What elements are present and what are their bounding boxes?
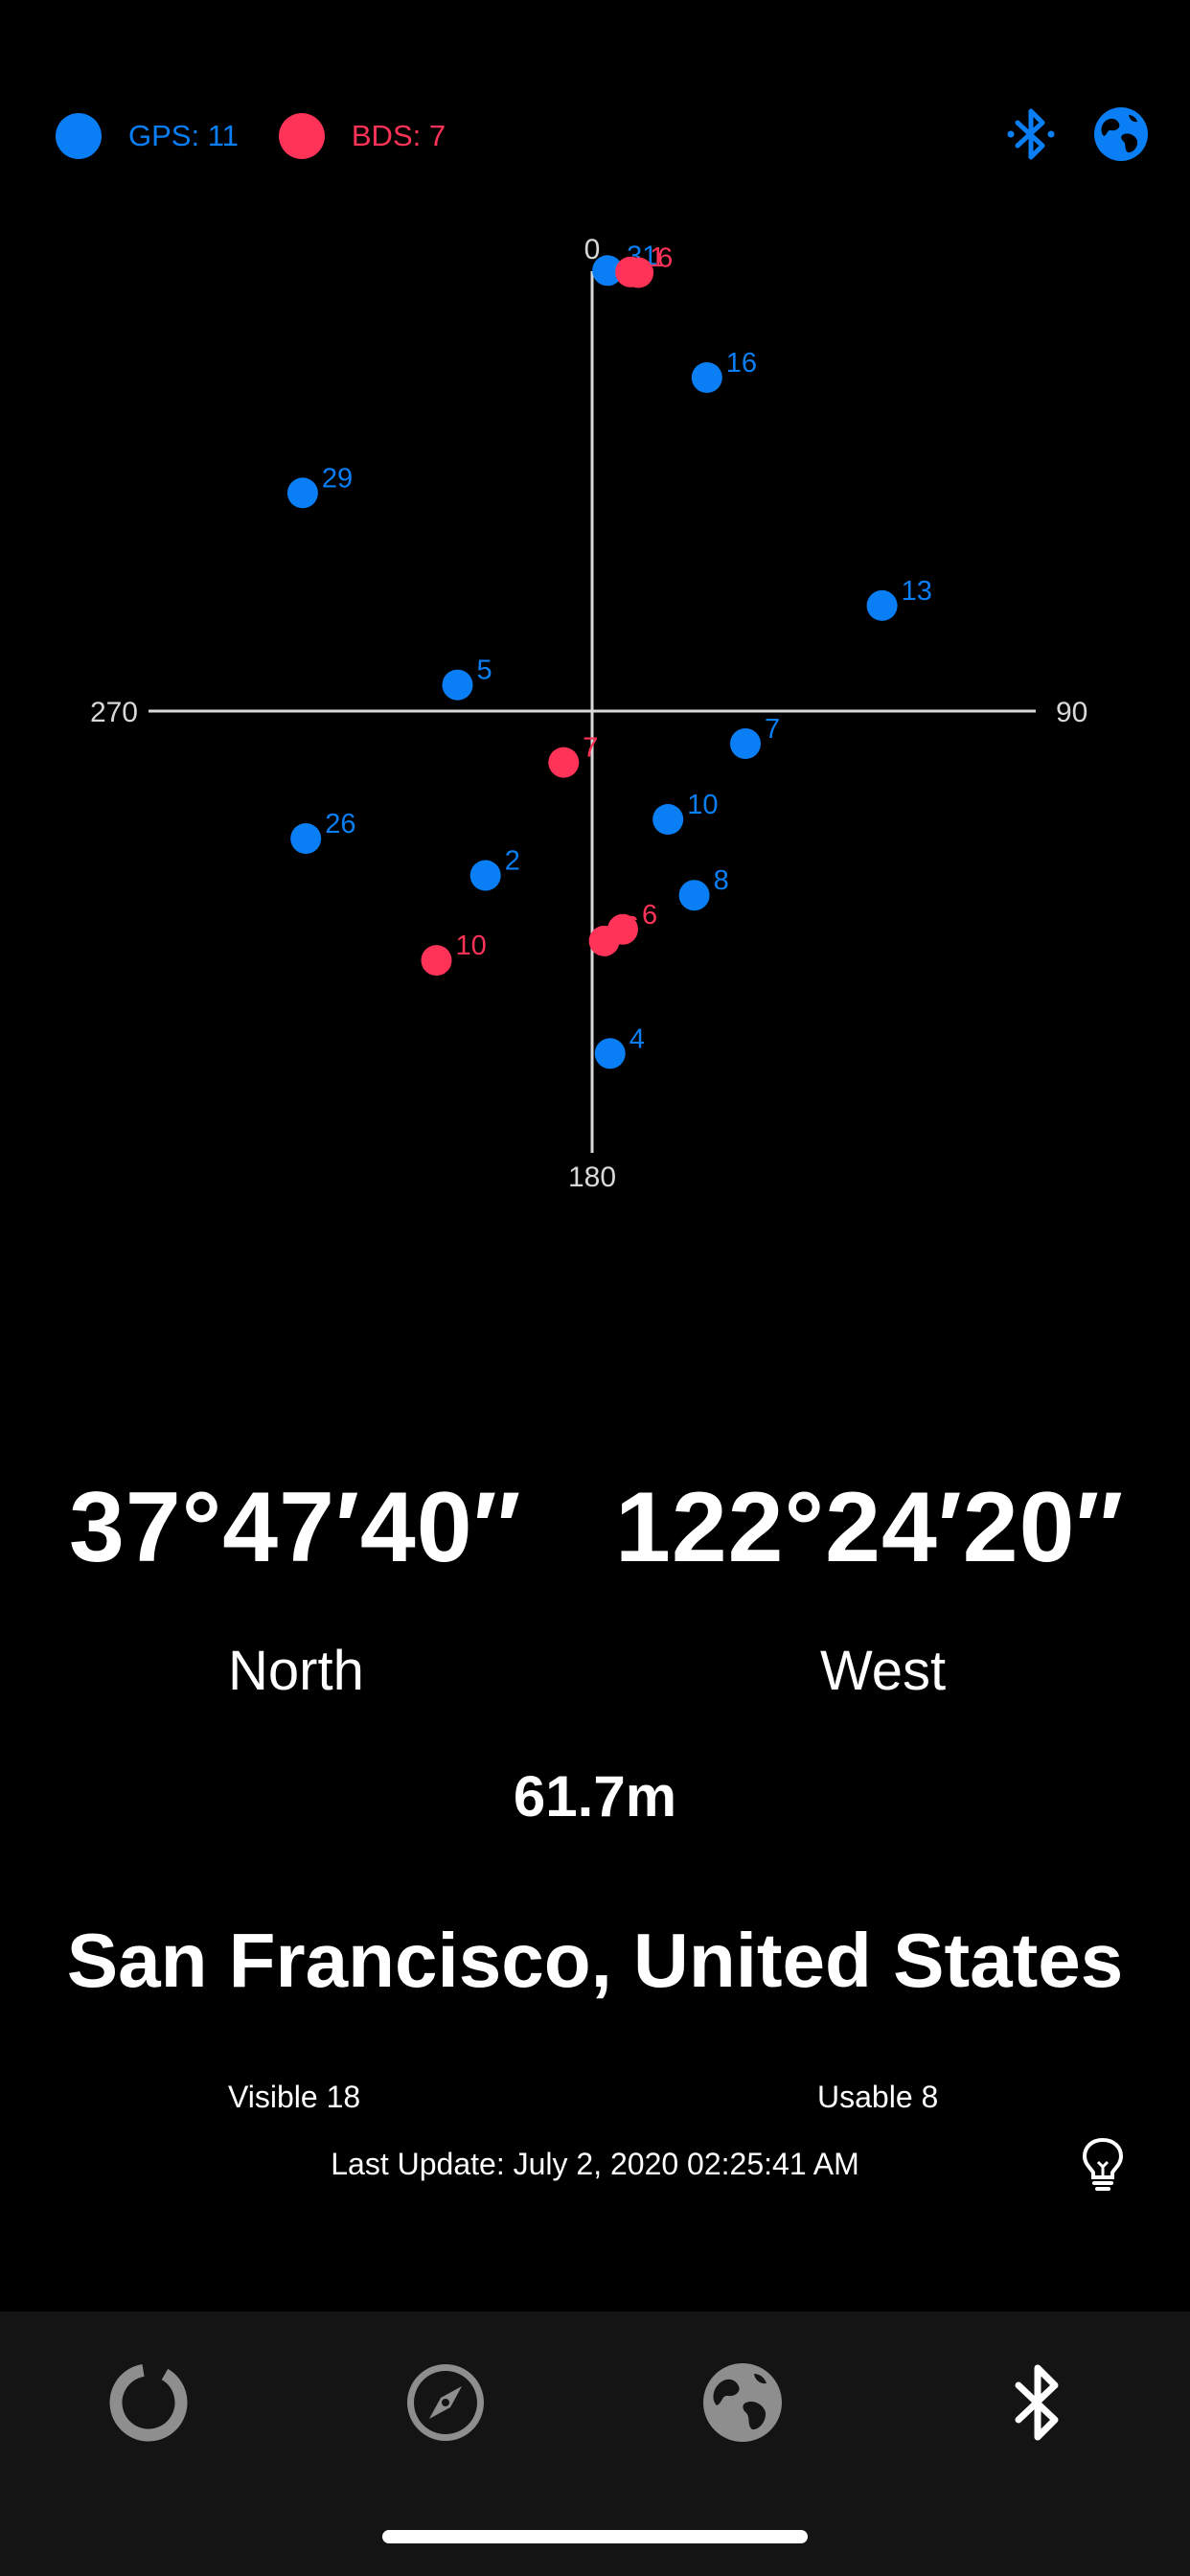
tab-compass[interactable] bbox=[393, 2350, 498, 2455]
gps-dot-icon bbox=[56, 113, 102, 159]
satellite-dot-gps-7 bbox=[730, 728, 761, 759]
satellite-dot-gps-26 bbox=[290, 823, 322, 854]
satellite-label-bds-6: 6 bbox=[642, 900, 657, 931]
satellite-dot-bds-10 bbox=[421, 945, 452, 977]
globe-button[interactable] bbox=[1090, 104, 1152, 165]
satellite-dot-gps-13 bbox=[866, 589, 898, 621]
globe-icon bbox=[703, 2363, 782, 2442]
satellite-dot-gps-31 bbox=[592, 255, 624, 287]
satellite-dot-gps-2 bbox=[469, 860, 501, 891]
header-actions bbox=[972, 104, 1152, 165]
satellite-label-gps-2: 2 bbox=[505, 846, 520, 877]
last-update: Last Update: July 2, 2020 02:25:41 AM bbox=[331, 2147, 859, 2181]
bluetooth-icon bbox=[1007, 108, 1055, 160]
longitude-value: 122°24′20″ bbox=[615, 1472, 1125, 1583]
satellite-label-bds-7: 7 bbox=[583, 733, 598, 764]
bds-count-label: BDS: 7 bbox=[351, 119, 446, 152]
satellite-dot-gps-4 bbox=[594, 1038, 626, 1070]
place-name: San Francisco, United States bbox=[66, 1918, 1124, 2003]
latitude-value: 37°47′40″ bbox=[69, 1472, 522, 1583]
satellite-label-gps-29: 29 bbox=[322, 463, 353, 494]
satellite-dot-gps-29 bbox=[286, 477, 318, 509]
satellite-label-gps-8: 8 bbox=[714, 865, 729, 896]
globe-icon bbox=[1094, 107, 1148, 161]
lightbulb-icon bbox=[1082, 2137, 1124, 2191]
visible-count: Visible 18 bbox=[228, 2080, 361, 2114]
compass-icon bbox=[407, 2364, 484, 2441]
satellite-label-bds-10: 10 bbox=[456, 931, 487, 961]
home-indicator[interactable] bbox=[382, 2530, 808, 2543]
latitude-direction: North bbox=[228, 1640, 364, 1702]
satellite-label-gps-13: 13 bbox=[902, 576, 932, 607]
lightbulb-button[interactable] bbox=[1079, 2135, 1127, 2193]
usable-count: Usable 8 bbox=[817, 2080, 939, 2114]
bluetooth-button[interactable] bbox=[1000, 104, 1062, 165]
axis-label-west: 270 bbox=[90, 697, 138, 728]
satellite-legend: GPS: 11 BDS: 7 bbox=[56, 107, 486, 165]
tab-bluetooth[interactable] bbox=[985, 2350, 1090, 2455]
sky-plot: 0 90 180 270 311616291357726102866104 bbox=[90, 234, 1087, 1193]
satellite-label-gps-10: 10 bbox=[687, 790, 718, 820]
axis-label-south: 180 bbox=[568, 1162, 616, 1193]
satellite-dot-gps-5 bbox=[442, 669, 473, 701]
satellite-markers: 311616291357726102866104 bbox=[286, 241, 932, 1070]
ring-icon bbox=[109, 2363, 188, 2442]
satellite-label-bds-1: 1 bbox=[650, 242, 665, 273]
tab-globe[interactable] bbox=[690, 2350, 795, 2455]
satellite-dot-gps-10 bbox=[652, 804, 684, 835]
bds-dot-icon bbox=[278, 113, 325, 159]
satellite-label-gps-16: 16 bbox=[726, 348, 757, 379]
satellite-dot-gps-8 bbox=[678, 880, 710, 911]
axis-label-east: 90 bbox=[1056, 697, 1087, 728]
satellite-label-bds-6: 6 bbox=[657, 243, 673, 274]
satellite-dot-bds-6 bbox=[607, 913, 638, 945]
satellite-label-gps-7: 7 bbox=[765, 714, 780, 745]
altitude-value: 61.7m bbox=[513, 1764, 677, 1828]
bluetooth-icon bbox=[1015, 2364, 1059, 2441]
legend-bds: BDS: 7 bbox=[278, 113, 446, 159]
sky-axes: 0 90 180 270 bbox=[90, 234, 1087, 1193]
tab-signal[interactable] bbox=[96, 2350, 201, 2455]
satellite-dot-bds-6 bbox=[623, 257, 654, 288]
satellite-dot-gps-16 bbox=[691, 362, 722, 393]
longitude-direction: West bbox=[820, 1640, 947, 1702]
legend-gps: GPS: 11 bbox=[56, 113, 239, 159]
satellite-label-gps-4: 4 bbox=[629, 1024, 645, 1054]
satellite-label-gps-5: 5 bbox=[477, 656, 492, 686]
satellite-dot-bds-7 bbox=[548, 747, 580, 778]
axis-label-north: 0 bbox=[584, 234, 601, 265]
satellite-label-gps-26: 26 bbox=[325, 809, 355, 840]
gps-count-label: GPS: 11 bbox=[128, 119, 239, 152]
